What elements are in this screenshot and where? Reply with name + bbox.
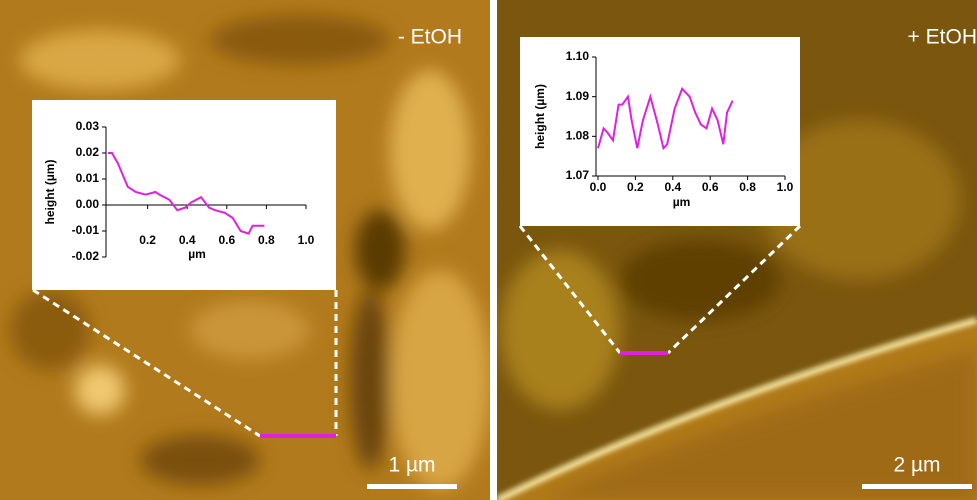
y-tick-label: 1.07: [566, 168, 590, 182]
y-tick-label: 1.08: [566, 129, 590, 143]
panel-label: - EtOH: [398, 26, 462, 49]
y-tick-label: -0.02: [72, 249, 100, 263]
figure: - EtOH + EtOH 1 µm 2 µm 0.030.020.010.00…: [0, 0, 977, 500]
x-axis-label: µm: [673, 195, 691, 209]
x-tick-label: 0.6: [702, 180, 719, 194]
x-tick-label: 0.2: [139, 233, 156, 247]
scale-bar-label: 2 µm: [893, 454, 940, 477]
x-tick-label: 0.0: [590, 180, 607, 194]
y-tick-label: 0.00: [76, 197, 100, 211]
y-tick-label: 0.03: [76, 119, 100, 133]
y-tick-label: 1.09: [566, 89, 590, 103]
scale-bar: [862, 484, 972, 489]
panel-label: + EtOH: [908, 26, 977, 49]
y-tick-label: 0.02: [76, 145, 100, 159]
y-axis-label: height (µm): [43, 160, 57, 225]
y-tick-label: 0.01: [76, 171, 100, 185]
x-tick-label: 0.2: [627, 180, 644, 194]
x-axis-label: µm: [188, 247, 206, 261]
x-tick-label: 0.6: [218, 233, 235, 247]
x-tick-label: 0.4: [664, 180, 681, 194]
scale-bar-label: 1 µm: [388, 454, 435, 477]
scale-bar: [367, 484, 457, 489]
x-tick-label: 0.4: [179, 233, 196, 247]
x-tick-label: 0.8: [739, 180, 756, 194]
x-tick-label: 0.8: [258, 233, 275, 247]
x-tick-label: 1.0: [777, 180, 794, 194]
y-tick-label: -0.01: [72, 223, 100, 237]
x-tick-label: 1.0: [298, 233, 315, 247]
y-axis-label: height (µm): [533, 84, 547, 149]
y-tick-label: 1.10: [566, 49, 590, 63]
